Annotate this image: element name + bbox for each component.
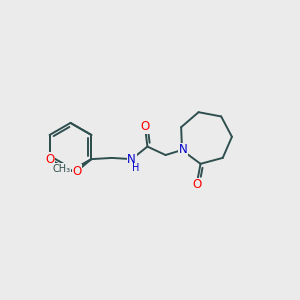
Text: O: O (45, 153, 54, 166)
Text: O: O (141, 120, 150, 133)
Text: H: H (132, 163, 140, 173)
Text: N: N (128, 153, 136, 166)
Text: O: O (72, 165, 82, 178)
Text: N: N (178, 143, 187, 156)
Text: CH₃: CH₃ (52, 164, 70, 174)
Text: O: O (192, 178, 201, 191)
